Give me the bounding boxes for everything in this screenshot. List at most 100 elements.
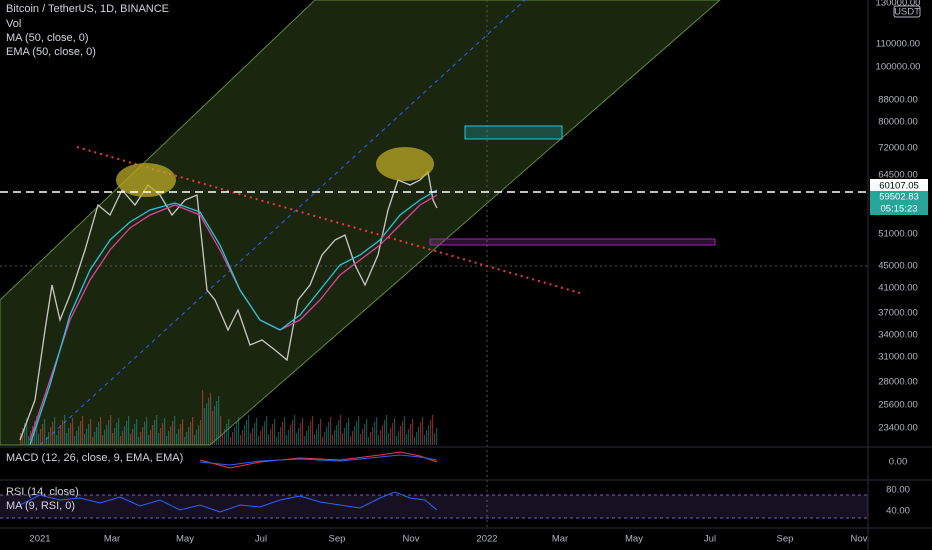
- volume-bar: [436, 428, 438, 445]
- ema-line: [29, 189, 438, 446]
- top-marker: [376, 147, 434, 181]
- volume-bar: [224, 429, 226, 445]
- volume-bar: [42, 424, 44, 445]
- volume-bar: [184, 437, 186, 445]
- volume-bar: [406, 434, 408, 445]
- volume-bar: [192, 417, 194, 445]
- volume-bar: [166, 436, 168, 445]
- volume-bar: [334, 430, 336, 445]
- currency-label: USDT: [894, 7, 920, 18]
- volume-bar: [324, 432, 326, 445]
- volume-bar: [238, 417, 240, 445]
- volume-bar: [304, 436, 306, 445]
- volume-bar: [306, 431, 308, 445]
- macd-signal: [199, 454, 438, 466]
- volume-bar: [260, 431, 262, 445]
- time-axis-label: 2022: [476, 534, 497, 545]
- volume-bar: [86, 429, 88, 445]
- volume-bar: [206, 403, 208, 445]
- volume-bar: [430, 420, 432, 445]
- volume-bar: [234, 427, 236, 445]
- volume-bar: [92, 437, 94, 445]
- volume-bar: [84, 434, 86, 445]
- volume-bar: [344, 428, 346, 445]
- volume-bar: [54, 417, 56, 445]
- volume-bar: [274, 419, 276, 445]
- volume-bar: [258, 436, 260, 445]
- volume-bar: [350, 436, 352, 445]
- volume-bar: [134, 424, 136, 445]
- volume-bar: [136, 419, 138, 445]
- volume-bar: [394, 418, 396, 445]
- volume-bar: [358, 416, 360, 445]
- time-axis-label: May: [176, 534, 194, 545]
- volume: [20, 390, 438, 445]
- rsi-band: [0, 495, 868, 518]
- volume-bar: [426, 430, 428, 445]
- volume-bar: [74, 436, 76, 445]
- volume-bar: [264, 421, 266, 445]
- price-axis-label: 130000.00: [876, 0, 921, 9]
- volume-bar: [40, 429, 42, 445]
- volume-bar: [128, 416, 130, 445]
- currency-box: [893, 5, 921, 18]
- volume-bar: [422, 417, 424, 445]
- volume-bar: [36, 416, 38, 445]
- volume-bar: [332, 435, 334, 445]
- rsi-title: RSI (14, close): [6, 486, 79, 498]
- volume-bar: [140, 432, 142, 445]
- volume-bar: [80, 421, 82, 445]
- volume-bar: [88, 424, 90, 445]
- time-axis-label: Mar: [104, 534, 120, 545]
- volume-bar: [366, 419, 368, 445]
- time-axis-label: Jul: [255, 534, 267, 545]
- volume-bar: [362, 429, 364, 445]
- volume-bar: [302, 418, 304, 445]
- rsi-ma-title: MA (9, RSI, 0): [6, 500, 75, 512]
- volume-bar: [170, 426, 172, 445]
- volume-bar: [244, 425, 246, 445]
- volume-bar: [386, 415, 388, 445]
- volume-bar: [282, 422, 284, 445]
- volume-bar: [72, 418, 74, 445]
- volume-bar: [94, 432, 96, 445]
- volume-bar: [416, 432, 418, 445]
- volume-bar: [102, 435, 104, 445]
- volume-bar: [298, 428, 300, 445]
- volume-bar: [222, 434, 224, 445]
- volume-bar: [60, 425, 62, 445]
- legend-ma: MA (50, close, 0): [6, 32, 89, 44]
- price-axis-label: 72000.00: [878, 143, 918, 154]
- volume-bar: [314, 434, 316, 445]
- volume-bar: [310, 421, 312, 445]
- price-axis-label: 45000.00: [878, 261, 918, 272]
- countdown-label: 05:15:23: [881, 204, 918, 215]
- support-box: [429, 238, 716, 246]
- volume-bar: [220, 416, 222, 445]
- volume-bar: [180, 424, 182, 445]
- volume-bar: [248, 415, 250, 445]
- last-price-label: 60107.05: [879, 181, 919, 192]
- channel-midline: [39, 0, 526, 446]
- volume-bar: [70, 423, 72, 445]
- volume-bar: [172, 421, 174, 445]
- volume-bar: [148, 435, 150, 445]
- volume-bar: [52, 422, 54, 445]
- volume-bar: [106, 425, 108, 445]
- volume-bar: [432, 415, 434, 445]
- time-axis-label: May: [625, 534, 643, 545]
- volume-bar: [150, 430, 152, 445]
- volume-bar: [188, 427, 190, 445]
- volume-bar: [376, 417, 378, 445]
- volume-bar: [396, 436, 398, 445]
- price-axis-label: 31000.00: [878, 352, 918, 363]
- volume-bar: [404, 416, 406, 445]
- volume-bar: [276, 437, 278, 445]
- volume-bar: [50, 427, 52, 445]
- volume-bar: [434, 433, 436, 445]
- volume-bar: [336, 425, 338, 445]
- volume-bar: [108, 420, 110, 445]
- volume-bar: [38, 434, 40, 445]
- volume-bar: [174, 416, 176, 445]
- volume-bar: [158, 433, 160, 445]
